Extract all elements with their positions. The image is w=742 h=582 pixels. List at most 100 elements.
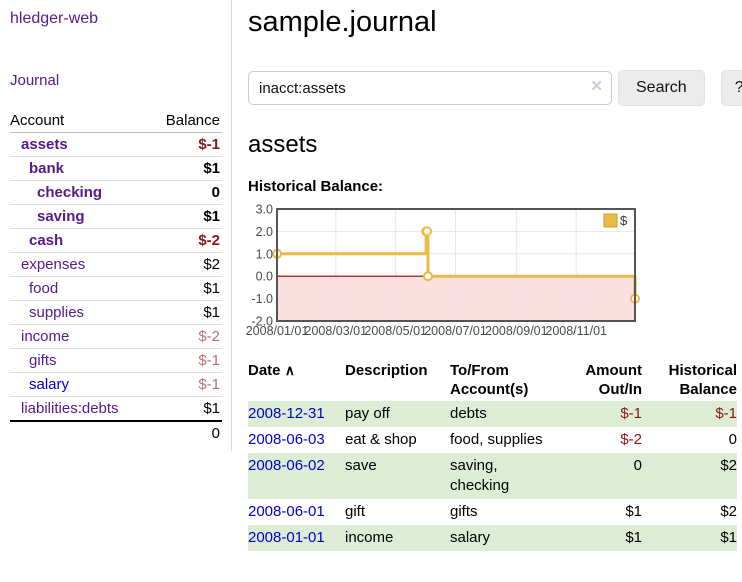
register-date-cell: 2008-06-02 [248, 453, 345, 499]
register-amount: $-2 [620, 431, 642, 448]
register-balance: $2 [720, 457, 737, 474]
search-input[interactable] [248, 71, 612, 105]
account-name-cell: food [10, 276, 150, 301]
register-header-accounts: To/From Account(s) [450, 362, 529, 398]
account-link[interactable]: food [29, 280, 59, 297]
account-name-cell: liabilities:debts [10, 396, 150, 422]
account-link[interactable]: saving [37, 208, 85, 225]
legend-label: $ [620, 213, 628, 228]
account-row: food $1 [10, 276, 222, 301]
register-date-cell: 2008-06-01 [248, 499, 345, 525]
account-page-title: assets [248, 131, 318, 158]
transaction-date-link[interactable]: 2008-06-01 [248, 503, 325, 520]
register-balance: $-1 [715, 405, 737, 422]
account-row: expenses $2 [10, 252, 222, 277]
account-link[interactable]: cash [29, 232, 64, 249]
accounts-header-account: Account [10, 109, 150, 133]
register-header-row: Date ∧ Description To/From Account(s) Am… [248, 359, 737, 401]
account-link[interactable]: salary [29, 376, 70, 393]
register-date-cell: 2008-06-03 [248, 427, 345, 453]
x-tick-label: 2008/09/01 [485, 324, 548, 338]
register-table: Date ∧ Description To/From Account(s) Am… [248, 359, 737, 551]
account-row: liabilities:debts $1 [10, 396, 222, 422]
transaction-date-link[interactable]: 2008-06-03 [248, 431, 325, 448]
register-amount: $1 [625, 503, 642, 520]
account-name-cell: salary [10, 372, 150, 397]
account-balance: $1 [149, 300, 222, 325]
account-name-cell: bank [10, 156, 150, 181]
search-button[interactable]: Search [618, 70, 705, 106]
y-tick-label: 3.0 [256, 203, 273, 217]
account-row: gifts $-1 [10, 348, 222, 373]
register-row: 2008-01-01 income salary $1 $1 [248, 525, 737, 551]
search-bar: ✕ Search ? [248, 70, 742, 106]
register-amount: 0 [633, 457, 642, 474]
sidebar: hledger-web Journal Account Balance asse… [0, 0, 232, 451]
register-amount: $1 [625, 529, 642, 546]
account-balance: $1 [149, 276, 222, 301]
chart-title: Historical Balance: [248, 178, 384, 195]
account-balance: $-1 [149, 132, 222, 157]
register-description: save [345, 457, 377, 474]
transaction-date-link[interactable]: 2008-06-02 [248, 457, 325, 474]
account-link[interactable]: expenses [21, 256, 86, 273]
register-date-cell: 2008-12-31 [248, 401, 345, 427]
register-row: 2008-12-31 pay off debts $-1 $-1 [248, 401, 737, 427]
register-accounts: food, supplies [450, 431, 543, 448]
account-name-cell: expenses [10, 252, 150, 277]
y-tick-label: -2.0 [251, 315, 273, 329]
account-link[interactable]: bank [29, 160, 65, 177]
data-point [423, 271, 433, 282]
account-link[interactable]: gifts [29, 352, 57, 369]
register-amount: $-1 [620, 405, 642, 422]
accounts-header-row: Account Balance [10, 109, 222, 133]
accounts-table: Account Balance assets $-1 bank $1 checking 0… [10, 109, 222, 445]
clear-search-icon[interactable]: ✕ [590, 78, 603, 95]
account-name-cell: income [10, 324, 150, 349]
account-balance: $-2 [149, 324, 222, 349]
account-balance: $-1 [149, 372, 222, 397]
account-balance: $1 [149, 396, 222, 422]
register-description: income [345, 529, 394, 546]
data-point [422, 226, 433, 237]
account-name-cell: cash [10, 228, 150, 253]
account-link[interactable]: checking [37, 184, 103, 201]
account-row: saving $1 [10, 204, 222, 229]
help-button[interactable]: ? [720, 70, 742, 106]
account-row: income $-2 [10, 324, 222, 349]
y-tick-label: 1.0 [256, 247, 273, 261]
account-name-cell: gifts [10, 348, 150, 373]
y-tick-label: 2.0 [256, 225, 273, 239]
account-name-cell: assets [10, 132, 150, 157]
transaction-date-link[interactable]: 2008-12-31 [248, 405, 325, 422]
plot-border [276, 208, 636, 322]
register-date-cell: 2008-01-01 [248, 525, 345, 551]
chart-svg: $3.0 2.0 1.0 0.0 -1.0 -2.02008/01/012008/03/0… [246, 203, 640, 338]
register-header-date[interactable]: Date ∧ [248, 359, 345, 401]
x-tick-label: 2008/11/01 [545, 324, 607, 338]
account-link[interactable]: income [21, 328, 70, 345]
register-description: eat & shop [345, 431, 417, 448]
account-link[interactable]: assets [21, 136, 68, 153]
account-link[interactable]: liabilities:debts [21, 400, 119, 417]
register-row: 2008-06-01 gift gifts $1 $2 [248, 499, 737, 525]
x-tick-label: 2008/01/01 [246, 324, 308, 338]
register-balance: $1 [720, 529, 737, 546]
register-accounts: debts [450, 405, 487, 422]
register-accounts: saving, checking [450, 457, 510, 494]
register-header-description: Description [345, 362, 428, 379]
app-title-link[interactable]: hledger-web [10, 10, 99, 27]
x-tick-label: 2008/03/01 [305, 324, 368, 338]
sidebar-item-journal[interactable]: Journal [10, 72, 60, 89]
page-title: sample.journal [248, 6, 437, 38]
account-row: cash $-2 [10, 228, 222, 253]
account-link[interactable]: supplies [29, 304, 85, 321]
transaction-date-link[interactable]: 2008-01-01 [248, 529, 325, 546]
register-balance: $2 [720, 503, 737, 520]
account-name-cell: checking [10, 180, 150, 205]
account-name-cell: saving [10, 204, 150, 229]
account-balance: $-2 [149, 228, 222, 253]
account-row: supplies $1 [10, 300, 222, 325]
account-balance: $2 [149, 252, 222, 277]
x-tick-label: 2008/07/01 [424, 324, 487, 338]
